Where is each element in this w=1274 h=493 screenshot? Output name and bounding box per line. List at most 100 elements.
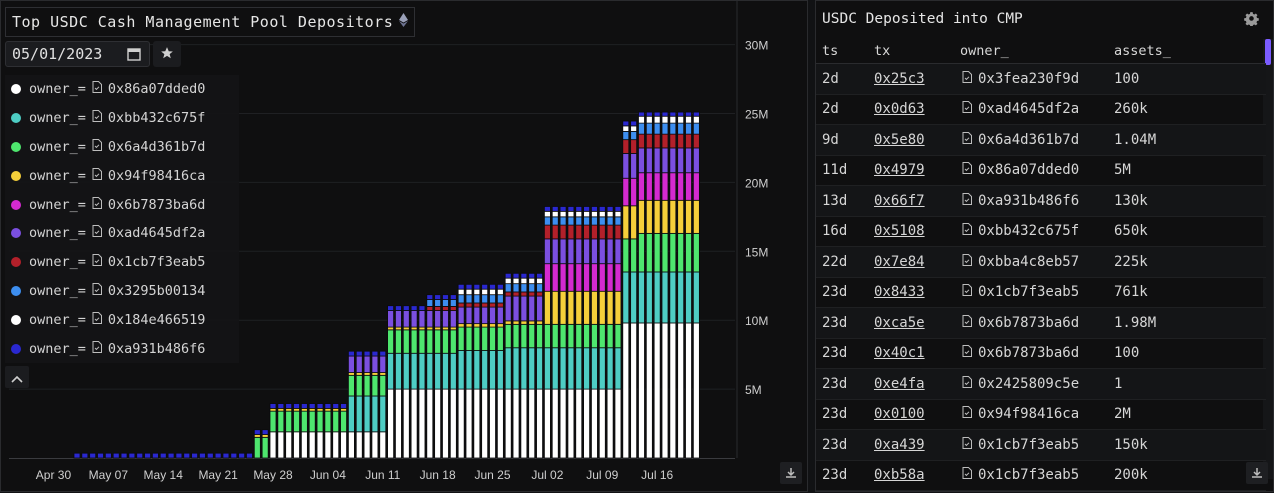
- bar-segment[interactable]: [512, 347, 520, 390]
- bar-segment[interactable]: [442, 326, 449, 331]
- bar-segment[interactable]: [645, 199, 653, 234]
- owner-address[interactable]: 0xa931b486f6: [978, 192, 1080, 209]
- bar-segment[interactable]: [528, 388, 536, 459]
- bar-segment[interactable]: [638, 232, 645, 273]
- bar-segment[interactable]: [669, 111, 677, 117]
- bar-segment[interactable]: [669, 147, 677, 174]
- gear-icon[interactable]: [1244, 11, 1259, 30]
- bar-segment[interactable]: [638, 111, 645, 117]
- bar-segment[interactable]: [504, 295, 512, 322]
- bar-segment[interactable]: [504, 347, 512, 390]
- bar-segment[interactable]: [544, 263, 551, 292]
- bar-segment[interactable]: [575, 210, 583, 218]
- table-row[interactable]: 13d 0x66f7 0xa931b486f6 130k: [816, 185, 1266, 217]
- tx-link[interactable]: 0x5108: [874, 223, 925, 240]
- bar-segment[interactable]: [575, 388, 583, 459]
- legend-item[interactable]: owner_= 0x184e466519: [5, 305, 239, 334]
- bar-segment[interactable]: [395, 388, 402, 459]
- bar-segment[interactable]: [112, 452, 120, 459]
- bar-segment[interactable]: [583, 263, 590, 292]
- bar-segment[interactable]: [622, 205, 630, 240]
- bar-segment[interactable]: [316, 410, 324, 433]
- bar-segment[interactable]: [544, 224, 551, 240]
- bar-segment[interactable]: [645, 122, 653, 135]
- bar-segment[interactable]: [630, 130, 638, 141]
- bar-segment[interactable]: [277, 410, 285, 433]
- bar-segment[interactable]: [598, 347, 606, 390]
- bar-segment[interactable]: [559, 238, 567, 265]
- bar-segment[interactable]: [685, 147, 692, 174]
- bar-segment[interactable]: [363, 350, 371, 357]
- bar-segment[interactable]: [387, 305, 395, 311]
- bar-segment[interactable]: [512, 291, 520, 297]
- bar-segment[interactable]: [528, 277, 536, 285]
- bar-segment[interactable]: [677, 115, 685, 124]
- bar-segment[interactable]: [512, 320, 520, 325]
- bar-segment[interactable]: [504, 320, 512, 325]
- bar-segment[interactable]: [402, 305, 410, 311]
- bar-segment[interactable]: [598, 206, 606, 212]
- bar-segment[interactable]: [536, 388, 543, 459]
- bar-segment[interactable]: [630, 177, 638, 207]
- bar-segment[interactable]: [504, 291, 512, 297]
- bar-segment[interactable]: [379, 350, 387, 357]
- bar-segment[interactable]: [661, 147, 669, 174]
- bar-segment[interactable]: [559, 388, 567, 459]
- bar-segment[interactable]: [591, 263, 598, 292]
- bar-segment[interactable]: [253, 429, 261, 435]
- bar-segment[interactable]: [347, 431, 355, 459]
- bar-segment[interactable]: [638, 172, 645, 201]
- bar-segment[interactable]: [442, 310, 449, 328]
- bar-segment[interactable]: [159, 452, 167, 459]
- tx-link[interactable]: 0x5e80: [874, 131, 925, 148]
- bar-segment[interactable]: [371, 374, 379, 397]
- tx-link[interactable]: 0xe4fa: [874, 375, 925, 392]
- bar-segment[interactable]: [630, 205, 638, 240]
- bar-segment[interactable]: [567, 210, 575, 218]
- owner-address[interactable]: 0x6a4d361b7d: [978, 131, 1080, 148]
- bar-segment[interactable]: [81, 452, 89, 459]
- bar-segment[interactable]: [583, 238, 590, 265]
- bar-segment[interactable]: [622, 139, 630, 154]
- bar-segment[interactable]: [442, 306, 449, 311]
- bar-segment[interactable]: [465, 326, 473, 351]
- bar-segment[interactable]: [622, 153, 630, 179]
- bar-segment[interactable]: [512, 323, 520, 349]
- bar-segment[interactable]: [661, 111, 669, 117]
- bar-segment[interactable]: [496, 294, 504, 304]
- bar-segment[interactable]: [395, 329, 402, 354]
- bar-segment[interactable]: [551, 210, 559, 218]
- bar-segment[interactable]: [285, 431, 293, 459]
- bar-segment[interactable]: [457, 283, 465, 290]
- bar-segment[interactable]: [669, 122, 677, 135]
- bar-segment[interactable]: [120, 452, 128, 459]
- bar-segment[interactable]: [520, 295, 528, 322]
- bar-segment[interactable]: [308, 410, 316, 433]
- bar-segment[interactable]: [591, 347, 598, 390]
- bar-segment[interactable]: [191, 452, 199, 459]
- bar-segment[interactable]: [97, 452, 104, 459]
- bar-segment[interactable]: [449, 329, 457, 354]
- bar-segment[interactable]: [316, 431, 324, 459]
- bar-segment[interactable]: [324, 407, 332, 412]
- bar-segment[interactable]: [489, 350, 496, 390]
- bar-segment[interactable]: [536, 323, 543, 349]
- bar-segment[interactable]: [630, 125, 638, 132]
- tx-link[interactable]: 0xa439: [874, 436, 925, 453]
- bar-segment[interactable]: [355, 395, 363, 433]
- bar-segment[interactable]: [426, 352, 434, 390]
- bar-segment[interactable]: [630, 120, 638, 127]
- bar-segment[interactable]: [379, 374, 387, 397]
- owner-address[interactable]: 0x86a07dded0: [978, 162, 1080, 179]
- bar-segment[interactable]: [402, 329, 410, 354]
- bar-segment[interactable]: [661, 322, 669, 459]
- bar-segment[interactable]: [293, 410, 300, 433]
- bar-segment[interactable]: [520, 291, 528, 297]
- bar-segment[interactable]: [536, 283, 543, 293]
- table-row[interactable]: 23d 0xb58a 0x1cb7f3eab5 200k: [816, 460, 1266, 491]
- bar-segment[interactable]: [575, 224, 583, 240]
- bar-segment[interactable]: [645, 232, 653, 273]
- bar-segment[interactable]: [489, 283, 496, 290]
- bar-segment[interactable]: [583, 206, 590, 212]
- bar-segment[interactable]: [246, 452, 253, 459]
